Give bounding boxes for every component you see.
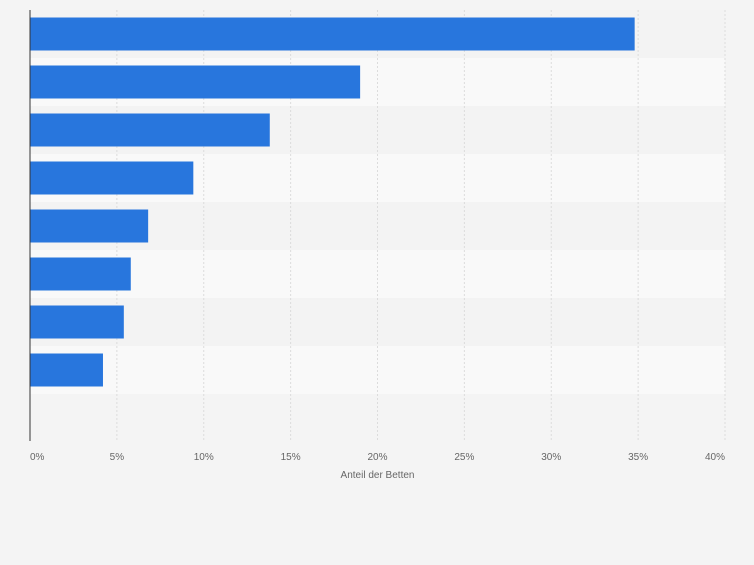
x-tick-label: 15% (281, 452, 301, 463)
x-tick-label: 35% (628, 452, 648, 463)
bar (30, 305, 124, 339)
bar (30, 257, 131, 291)
x-tick-label: 30% (541, 452, 561, 463)
x-tick-label: 0% (30, 452, 45, 463)
x-tick-label: 20% (367, 452, 387, 463)
x-tick-labels: 0% 5% 10% 15% 20% 25% 30% 35% 40% (30, 452, 725, 463)
x-tick-label: 40% (705, 452, 725, 463)
x-tick-label: 10% (194, 452, 214, 463)
x-tick-label: 25% (454, 452, 474, 463)
x-tick-label: 5% (110, 452, 125, 463)
bar (30, 353, 103, 387)
bar (30, 113, 270, 147)
bars (30, 17, 635, 387)
bar (30, 161, 194, 195)
bar (30, 65, 361, 99)
bar (30, 17, 635, 51)
x-axis-label: Anteil der Betten (341, 470, 415, 481)
bar (30, 209, 149, 243)
